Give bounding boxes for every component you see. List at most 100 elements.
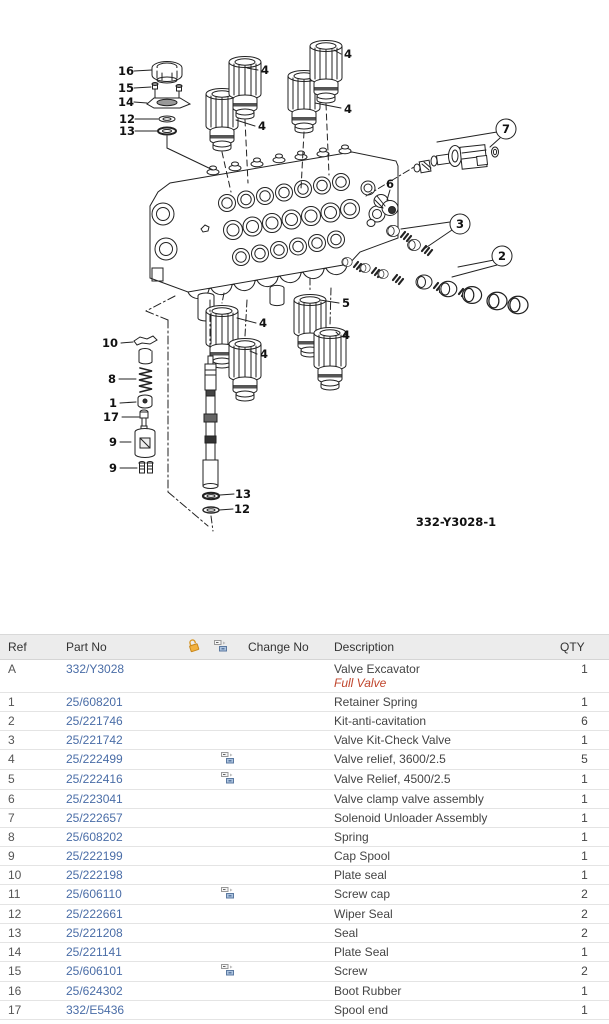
change-no-cell: [240, 750, 326, 770]
table-row-A: A 332/Y3028 Valve Excavator Full Valve 1: [0, 660, 609, 693]
part-number-link[interactable]: 25/624302: [66, 984, 123, 998]
description-cell: Valve clamp valve assembly: [326, 790, 552, 809]
change-no-cell: [240, 847, 326, 866]
description-text: Cap Spool: [334, 849, 391, 863]
qty-cell: 1: [581, 811, 588, 825]
part-number-link[interactable]: 25/221746: [66, 714, 123, 728]
change-no-cell: [240, 809, 326, 828]
part-number-link[interactable]: 25/608202: [66, 830, 123, 844]
callout-9: 9: [109, 461, 117, 475]
qty-cell: 1: [581, 849, 588, 863]
qty-cell: 2: [581, 926, 588, 940]
description-text: Screw: [334, 964, 368, 978]
part-number-link[interactable]: 25/606101: [66, 964, 123, 978]
change-no-cell: [240, 962, 326, 982]
valve-block: [149, 144, 399, 322]
callout-4: 4: [344, 47, 352, 61]
qty-cell: 2: [581, 907, 588, 921]
part-number-link[interactable]: 25/222499: [66, 752, 123, 766]
lock-cell: [178, 866, 206, 885]
part-number-link[interactable]: 25/606110: [66, 887, 122, 901]
part-no-cell: 25/221746: [58, 712, 178, 731]
change-no-cell: [240, 1001, 326, 1020]
lock-cell: [178, 924, 206, 943]
sub-description-text: Full Valve: [334, 676, 387, 690]
lock-cell: [178, 1001, 206, 1020]
description-text: Valve Kit-Check Valve: [334, 733, 451, 747]
part-number-link[interactable]: 25/221742: [66, 733, 123, 747]
link-cell: [206, 866, 240, 885]
qty-cell: 1: [581, 945, 588, 959]
table-row-8: 8 25/608202 Spring 1: [0, 828, 609, 847]
table-row-12: 12 25/222661 Wiper Seal 2: [0, 905, 609, 924]
part-number-link[interactable]: 25/223041: [66, 792, 123, 806]
hierarchy-icon[interactable]: [220, 887, 234, 902]
part-number-link[interactable]: 25/222198: [66, 868, 123, 882]
col-header-change-no: Change No: [240, 634, 326, 660]
part-number-link[interactable]: 25/221208: [66, 926, 123, 940]
part-no-cell: 25/223041: [58, 790, 178, 809]
hierarchy-icon[interactable]: [220, 964, 234, 979]
callout-4: 4: [260, 347, 268, 361]
part-number-link[interactable]: 332/Y3028: [66, 662, 125, 676]
part-no-cell: 25/624302: [58, 982, 178, 1001]
callout-4: 4: [261, 63, 269, 77]
part-number-link[interactable]: 25/222416: [66, 772, 123, 786]
part-no-cell: 25/222657: [58, 809, 178, 828]
table-row-17: 17 332/E5436 Spool end 1: [0, 1001, 609, 1020]
lock-cell: [178, 750, 206, 770]
description-cell: Solenoid Unloader Assembly: [326, 809, 552, 828]
description-text: Plate seal: [334, 868, 387, 882]
callout-4: 4: [259, 316, 267, 330]
change-no-cell: [240, 660, 326, 693]
description-text: Plate Seal: [334, 945, 389, 959]
relief-valves-top: [205, 40, 343, 193]
part-no-cell: 25/221208: [58, 924, 178, 943]
qty-cell: 1: [581, 772, 588, 786]
description-text: Solenoid Unloader Assembly: [334, 811, 488, 825]
callout-circle-2: [491, 245, 513, 267]
description-text: Valve relief, 3600/2.5: [334, 752, 446, 766]
change-no-cell: [240, 712, 326, 731]
lock-cell: [178, 790, 206, 809]
lock-cell: [178, 885, 206, 905]
ref-cell: 15: [8, 964, 22, 978]
link-cell: [206, 847, 240, 866]
link-cell: [206, 885, 240, 905]
part-number-link[interactable]: 25/608201: [66, 695, 123, 709]
table-row-1: 1 25/608201 Retainer Spring 1: [0, 693, 609, 712]
table-row-9: 9 25/222199 Cap Spool 1: [0, 847, 609, 866]
callout-10: 10: [102, 336, 118, 350]
table-row-10: 10 25/222198 Plate seal 1: [0, 866, 609, 885]
part-number-link[interactable]: 25/221141: [66, 945, 122, 959]
link-cell: [206, 660, 240, 693]
qty-cell: 1: [581, 830, 588, 844]
anti-cavitation-kits: [341, 257, 529, 315]
part-no-cell: 332/E5436: [58, 1001, 178, 1020]
table-row-6: 6 25/223041 Valve clamp valve assembly 1: [0, 790, 609, 809]
callout-4: 4: [344, 102, 352, 116]
link-cell: [206, 924, 240, 943]
hierarchy-icon[interactable]: [220, 752, 234, 767]
hierarchy-icon[interactable]: [220, 772, 234, 787]
drawing-number: 332-Y3028-1: [416, 515, 496, 529]
part-number-link[interactable]: 332/E5436: [66, 1003, 125, 1017]
boot-rubber-stack: [146, 61, 214, 171]
callout-6: 6: [386, 177, 394, 191]
table-row-7: 7 25/222657 Solenoid Unloader Assembly 1: [0, 809, 609, 828]
part-no-cell: 25/606110: [58, 885, 178, 905]
col-header-part-no: Part No: [58, 634, 178, 660]
part-no-cell: 25/608201: [58, 693, 178, 712]
callout-13: 13: [119, 124, 135, 138]
part-no-cell: 25/222416: [58, 770, 178, 790]
col-header-link: [206, 634, 240, 660]
part-number-link[interactable]: 25/222657: [66, 811, 123, 825]
callout-circle-3: [449, 213, 471, 235]
lock-cell: [178, 660, 206, 693]
lock-cell: [178, 962, 206, 982]
part-number-link[interactable]: 25/222199: [66, 849, 123, 863]
part-number-link[interactable]: 25/222661: [66, 907, 123, 921]
ref-cell: 10: [8, 868, 22, 882]
